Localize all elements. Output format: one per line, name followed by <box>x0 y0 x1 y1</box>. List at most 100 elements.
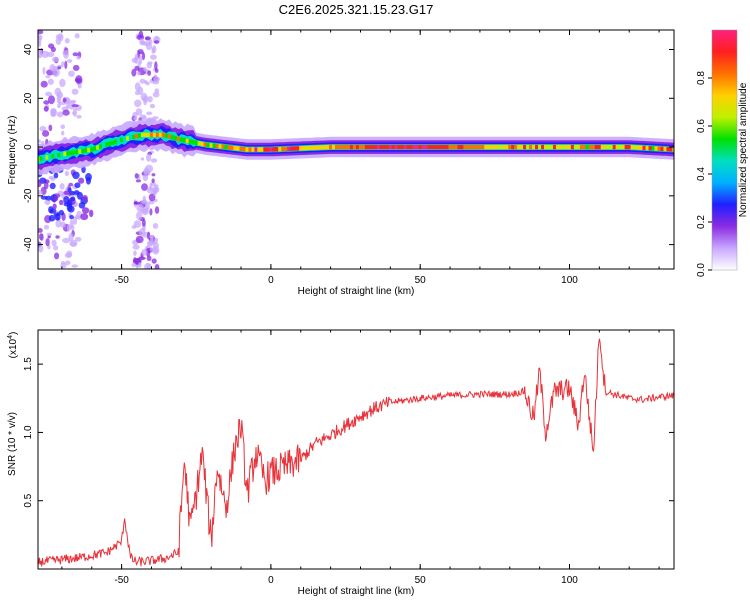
noise-blob <box>42 67 46 75</box>
ridge-cell <box>609 144 613 150</box>
noise-blob <box>152 223 159 229</box>
noise-blob <box>41 130 50 137</box>
ridge-cell <box>421 144 425 150</box>
noise-blob <box>65 260 71 266</box>
noise-blob <box>76 114 82 119</box>
ridge-cell <box>460 144 464 150</box>
noise-blob <box>154 264 160 269</box>
noise-blob <box>89 209 94 218</box>
ridge-cell <box>212 143 216 148</box>
noise-blob <box>153 76 160 83</box>
noise-blob <box>44 199 51 205</box>
colorbar-gradient <box>712 30 737 270</box>
ridge-cell <box>463 144 467 150</box>
noise-blob <box>136 211 143 220</box>
ridge-cell <box>302 145 306 151</box>
noise-blob <box>135 235 144 244</box>
noise-blob <box>60 221 66 228</box>
ridge-cell <box>451 144 455 150</box>
ridge-cell <box>90 147 94 152</box>
noise-blob <box>62 237 71 244</box>
noise-blob <box>154 206 160 214</box>
snr-xlabel: Height of straight line (km) <box>298 586 415 597</box>
noise-blob <box>69 190 76 196</box>
noise-blob <box>142 173 149 182</box>
noise-blob <box>55 235 60 239</box>
ridge-cell <box>588 144 592 150</box>
ridge-cell <box>251 147 255 152</box>
ridge-cell <box>669 147 673 152</box>
spectrogram-plot: -50 0 50 100 -40 -20 0 20 40 Height of straight … <box>7 29 675 297</box>
noise-blob <box>71 88 79 95</box>
ridge-cell <box>394 144 398 150</box>
ridge-cell <box>544 144 548 150</box>
snr-background <box>38 330 674 569</box>
ridge-cell <box>326 144 330 150</box>
noise-blob <box>45 75 51 79</box>
ridge-cell <box>69 150 73 156</box>
noise-blob <box>131 262 136 268</box>
noise-blob <box>45 195 53 201</box>
noise-blob <box>60 130 65 136</box>
ridge-cell <box>436 144 440 150</box>
ridge-cell <box>320 145 324 150</box>
noise-blob <box>152 91 160 98</box>
noise-blob <box>74 214 81 220</box>
ridge-cell <box>660 146 664 152</box>
ridge-cell <box>570 144 575 150</box>
colorbar-label: Normalized spectral amplitude <box>738 82 749 217</box>
ridge-cell <box>406 144 410 150</box>
snr-xtick-label: 100 <box>561 575 578 586</box>
noise-blob <box>48 206 54 214</box>
ridge-cell <box>600 144 604 150</box>
ridge-cell <box>290 146 294 151</box>
ridge-cell <box>191 139 195 145</box>
ridge-cell <box>314 145 318 150</box>
snr-ytick-label: 1.0 <box>23 425 34 439</box>
ridge-cell <box>505 144 509 150</box>
snr-frame <box>37 329 675 570</box>
ridge-cell <box>552 144 557 150</box>
ridge-cell <box>329 144 333 150</box>
snr-ytick-label: 1.5 <box>23 357 34 371</box>
ridge-cell <box>442 144 446 150</box>
colorbar-tick-label: 0.4 <box>696 167 707 181</box>
ridge-cell <box>48 154 52 160</box>
colorbar-tick-label: 0.2 <box>696 215 707 229</box>
ridge-cell <box>299 146 303 151</box>
noise-blob <box>133 99 142 108</box>
ridge-cell <box>582 144 587 150</box>
noise-blob <box>147 231 151 240</box>
noise-blob <box>149 182 153 192</box>
ridge-cell <box>87 147 91 153</box>
ridge-cell <box>538 144 542 150</box>
ridge-cell <box>105 142 109 147</box>
noise-blob <box>53 212 60 217</box>
ridge-cell <box>122 136 127 142</box>
ridge-cell <box>111 140 115 145</box>
ridge-cell <box>221 144 225 149</box>
ridge-cell <box>651 146 655 151</box>
ridge-cell <box>385 144 389 150</box>
spectrogram-ytick-label: 40 <box>23 44 34 56</box>
noise-blob <box>81 195 88 202</box>
noise-blob <box>134 82 141 91</box>
noise-blob <box>154 61 158 71</box>
noise-blob <box>74 33 80 39</box>
ridge-cell <box>541 144 545 150</box>
noise-blob <box>143 80 148 84</box>
noise-blob <box>51 239 57 247</box>
ridge-cell <box>305 145 309 151</box>
ridge-cell <box>523 144 527 150</box>
ridge-cell <box>439 144 443 150</box>
ridge-cell <box>573 144 578 150</box>
noise-blob <box>39 125 47 132</box>
ridge-cell <box>606 144 610 150</box>
noise-blob <box>53 245 59 251</box>
ridge-cell <box>334 144 339 150</box>
ridge-cell <box>448 144 452 150</box>
noise-blob <box>133 116 138 121</box>
ridge-cell <box>137 133 142 138</box>
noise-blob <box>69 219 74 229</box>
ridge-cell <box>591 144 595 150</box>
